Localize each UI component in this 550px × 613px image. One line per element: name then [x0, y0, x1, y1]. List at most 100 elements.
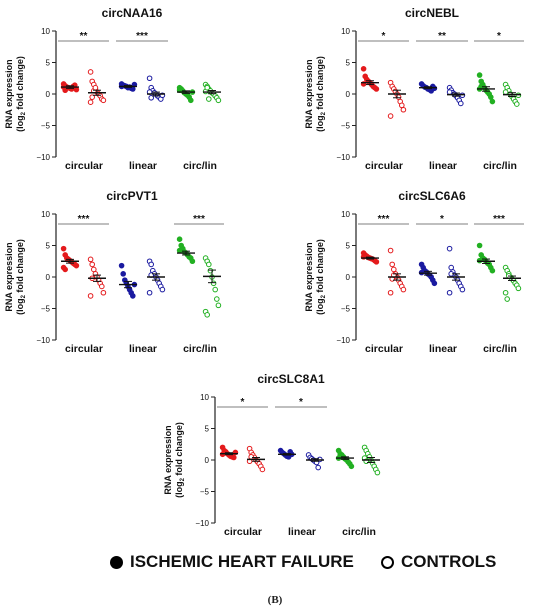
data-point [60, 245, 67, 252]
legend-label-ischemic-heart-failure: ISCHEMIC HEART FAILURE [130, 552, 354, 571]
chart-panel-circnebl: circNEBL RNA expression (log2 fold change)… [300, 0, 524, 172]
data-group-linear-ischemic-heart-failure [277, 447, 296, 460]
y-tick-label: 10 [41, 27, 50, 36]
data-point [248, 454, 254, 460]
y-tick-label: 10 [200, 393, 209, 402]
data-point [231, 454, 237, 461]
data-group-circular-controls [387, 79, 407, 119]
x-category-label-circular: circular [365, 160, 403, 172]
data-point [89, 261, 95, 268]
data-group-linear-controls [305, 452, 324, 471]
y-tick-label: 0 [346, 273, 351, 282]
y-axis-label: RNA expression [4, 242, 14, 311]
data-point [206, 96, 212, 102]
data-group-circular-controls [87, 69, 107, 105]
y-tick-label: −5 [341, 305, 351, 314]
significance-label: * [497, 31, 501, 42]
data-point [348, 463, 355, 470]
data-point [204, 312, 210, 318]
y-tick-label: −5 [341, 122, 351, 131]
data-point [489, 98, 496, 105]
data-point [446, 245, 453, 252]
data-point [259, 466, 266, 473]
y-axis-label-units: (log2 fold change) [174, 422, 186, 498]
y-axis-label-subscript: 2 [321, 294, 327, 298]
y-tick-label: 10 [341, 27, 350, 36]
y-axis-label-prefix: (log [315, 115, 325, 132]
y-axis-label: RNA expression [163, 425, 173, 494]
significance-label: * [241, 397, 245, 408]
data-group-circular-ischemic-heart-failure [60, 81, 80, 94]
chart-title: circSLC8A1 [257, 372, 325, 386]
y-tick-label: 0 [205, 456, 210, 465]
y-tick-label: −10 [36, 153, 50, 162]
y-tick-label: 5 [46, 242, 51, 251]
data-group-linear-ischemic-heart-failure [118, 262, 138, 299]
y-tick-label: −5 [41, 305, 51, 314]
x-category-label-circular: circular [365, 343, 403, 355]
significance-label: * [299, 397, 303, 408]
open-circle-icon [381, 555, 394, 569]
y-axis-label-prefix: (log [315, 298, 325, 315]
data-group-circ-lin-ischemic-heart-failure [176, 236, 196, 265]
significance-label: *** [193, 214, 205, 225]
data-point [514, 101, 520, 107]
data-point [387, 289, 394, 296]
data-point [315, 464, 321, 471]
data-point [73, 262, 80, 269]
data-point [148, 94, 154, 101]
data-point [391, 266, 397, 273]
data-point [387, 247, 394, 254]
x-category-label-circular: circular [224, 526, 262, 538]
legend-label-controls: CONTROLS [401, 552, 497, 571]
data-point [100, 97, 107, 104]
y-axis-label-units: (log2 fold change) [315, 239, 327, 315]
y-tick-label: 0 [46, 273, 51, 282]
data-group-circ-lin-controls [502, 81, 522, 107]
data-group-circ-lin-controls [202, 81, 222, 104]
y-tick-label: 10 [41, 210, 50, 219]
data-group-circular-ischemic-heart-failure [60, 245, 80, 273]
significance-label: *** [493, 214, 505, 225]
data-point [476, 242, 483, 249]
y-axis-label-suffix: fold change) [315, 56, 325, 112]
data-point [89, 94, 95, 100]
y-tick-label: −5 [41, 122, 51, 131]
significance-label: *** [378, 214, 390, 225]
data-group-circular-ischemic-heart-failure [360, 66, 380, 92]
significance-label: ** [438, 31, 446, 42]
x-category-label-circ-lin: circ/lin [183, 160, 217, 172]
data-point [87, 99, 94, 105]
significance-label: *** [136, 31, 148, 42]
data-point [373, 86, 380, 92]
data-point [400, 106, 407, 113]
significance-label: * [382, 31, 386, 42]
x-category-label-circular: circular [65, 160, 103, 172]
data-point [214, 296, 220, 302]
chart-panel-circslc6a6: circSLC6A6 RNA expression (log2 fold chang… [300, 183, 524, 355]
y-axis-label-suffix: fold change) [174, 422, 184, 478]
data-point [148, 261, 154, 268]
y-axis-label-subscript: 2 [180, 477, 186, 481]
chart-title: circPVT1 [106, 189, 158, 203]
data-group-circular-controls [387, 247, 407, 296]
data-point [212, 286, 218, 293]
data-point [118, 262, 125, 269]
data-point [515, 285, 522, 292]
data-point [87, 293, 94, 299]
y-tick-label: 5 [346, 59, 351, 68]
y-tick-label: 0 [346, 90, 351, 99]
x-category-label-circ-lin: circ/lin [342, 526, 376, 538]
data-group-circ-lin-controls [202, 255, 222, 318]
data-point [399, 102, 405, 109]
data-point [204, 84, 210, 91]
data-point [373, 259, 380, 265]
data-point [215, 302, 222, 309]
data-point [62, 87, 68, 94]
significance-label: * [440, 214, 444, 225]
chart-title: circNEBL [405, 6, 459, 20]
data-point [448, 264, 454, 271]
data-point [100, 289, 107, 296]
y-tick-label: 5 [46, 59, 51, 68]
data-point [489, 267, 496, 274]
